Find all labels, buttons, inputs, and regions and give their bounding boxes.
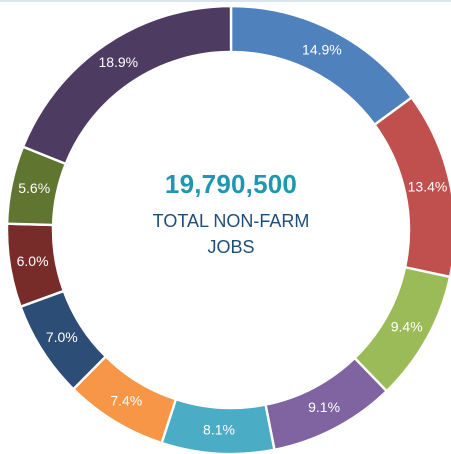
slice-label-1: 14.9% [302, 41, 342, 57]
slice-label-5: 8.1% [203, 421, 235, 437]
donut-slice-10 [23, 6, 231, 164]
slice-label-8: 6.0% [17, 253, 49, 269]
slice-label-6: 7.4% [110, 392, 142, 408]
slice-label-7: 7.0% [46, 329, 78, 345]
slice-label-9: 5.6% [18, 180, 50, 196]
slice-label-4: 9.1% [308, 399, 340, 415]
slice-label-3: 9.4% [391, 318, 423, 334]
slice-label-10: 18.9% [98, 54, 138, 70]
donut-slice-1 [231, 6, 412, 125]
slice-label-2: 13.4% [408, 179, 448, 195]
